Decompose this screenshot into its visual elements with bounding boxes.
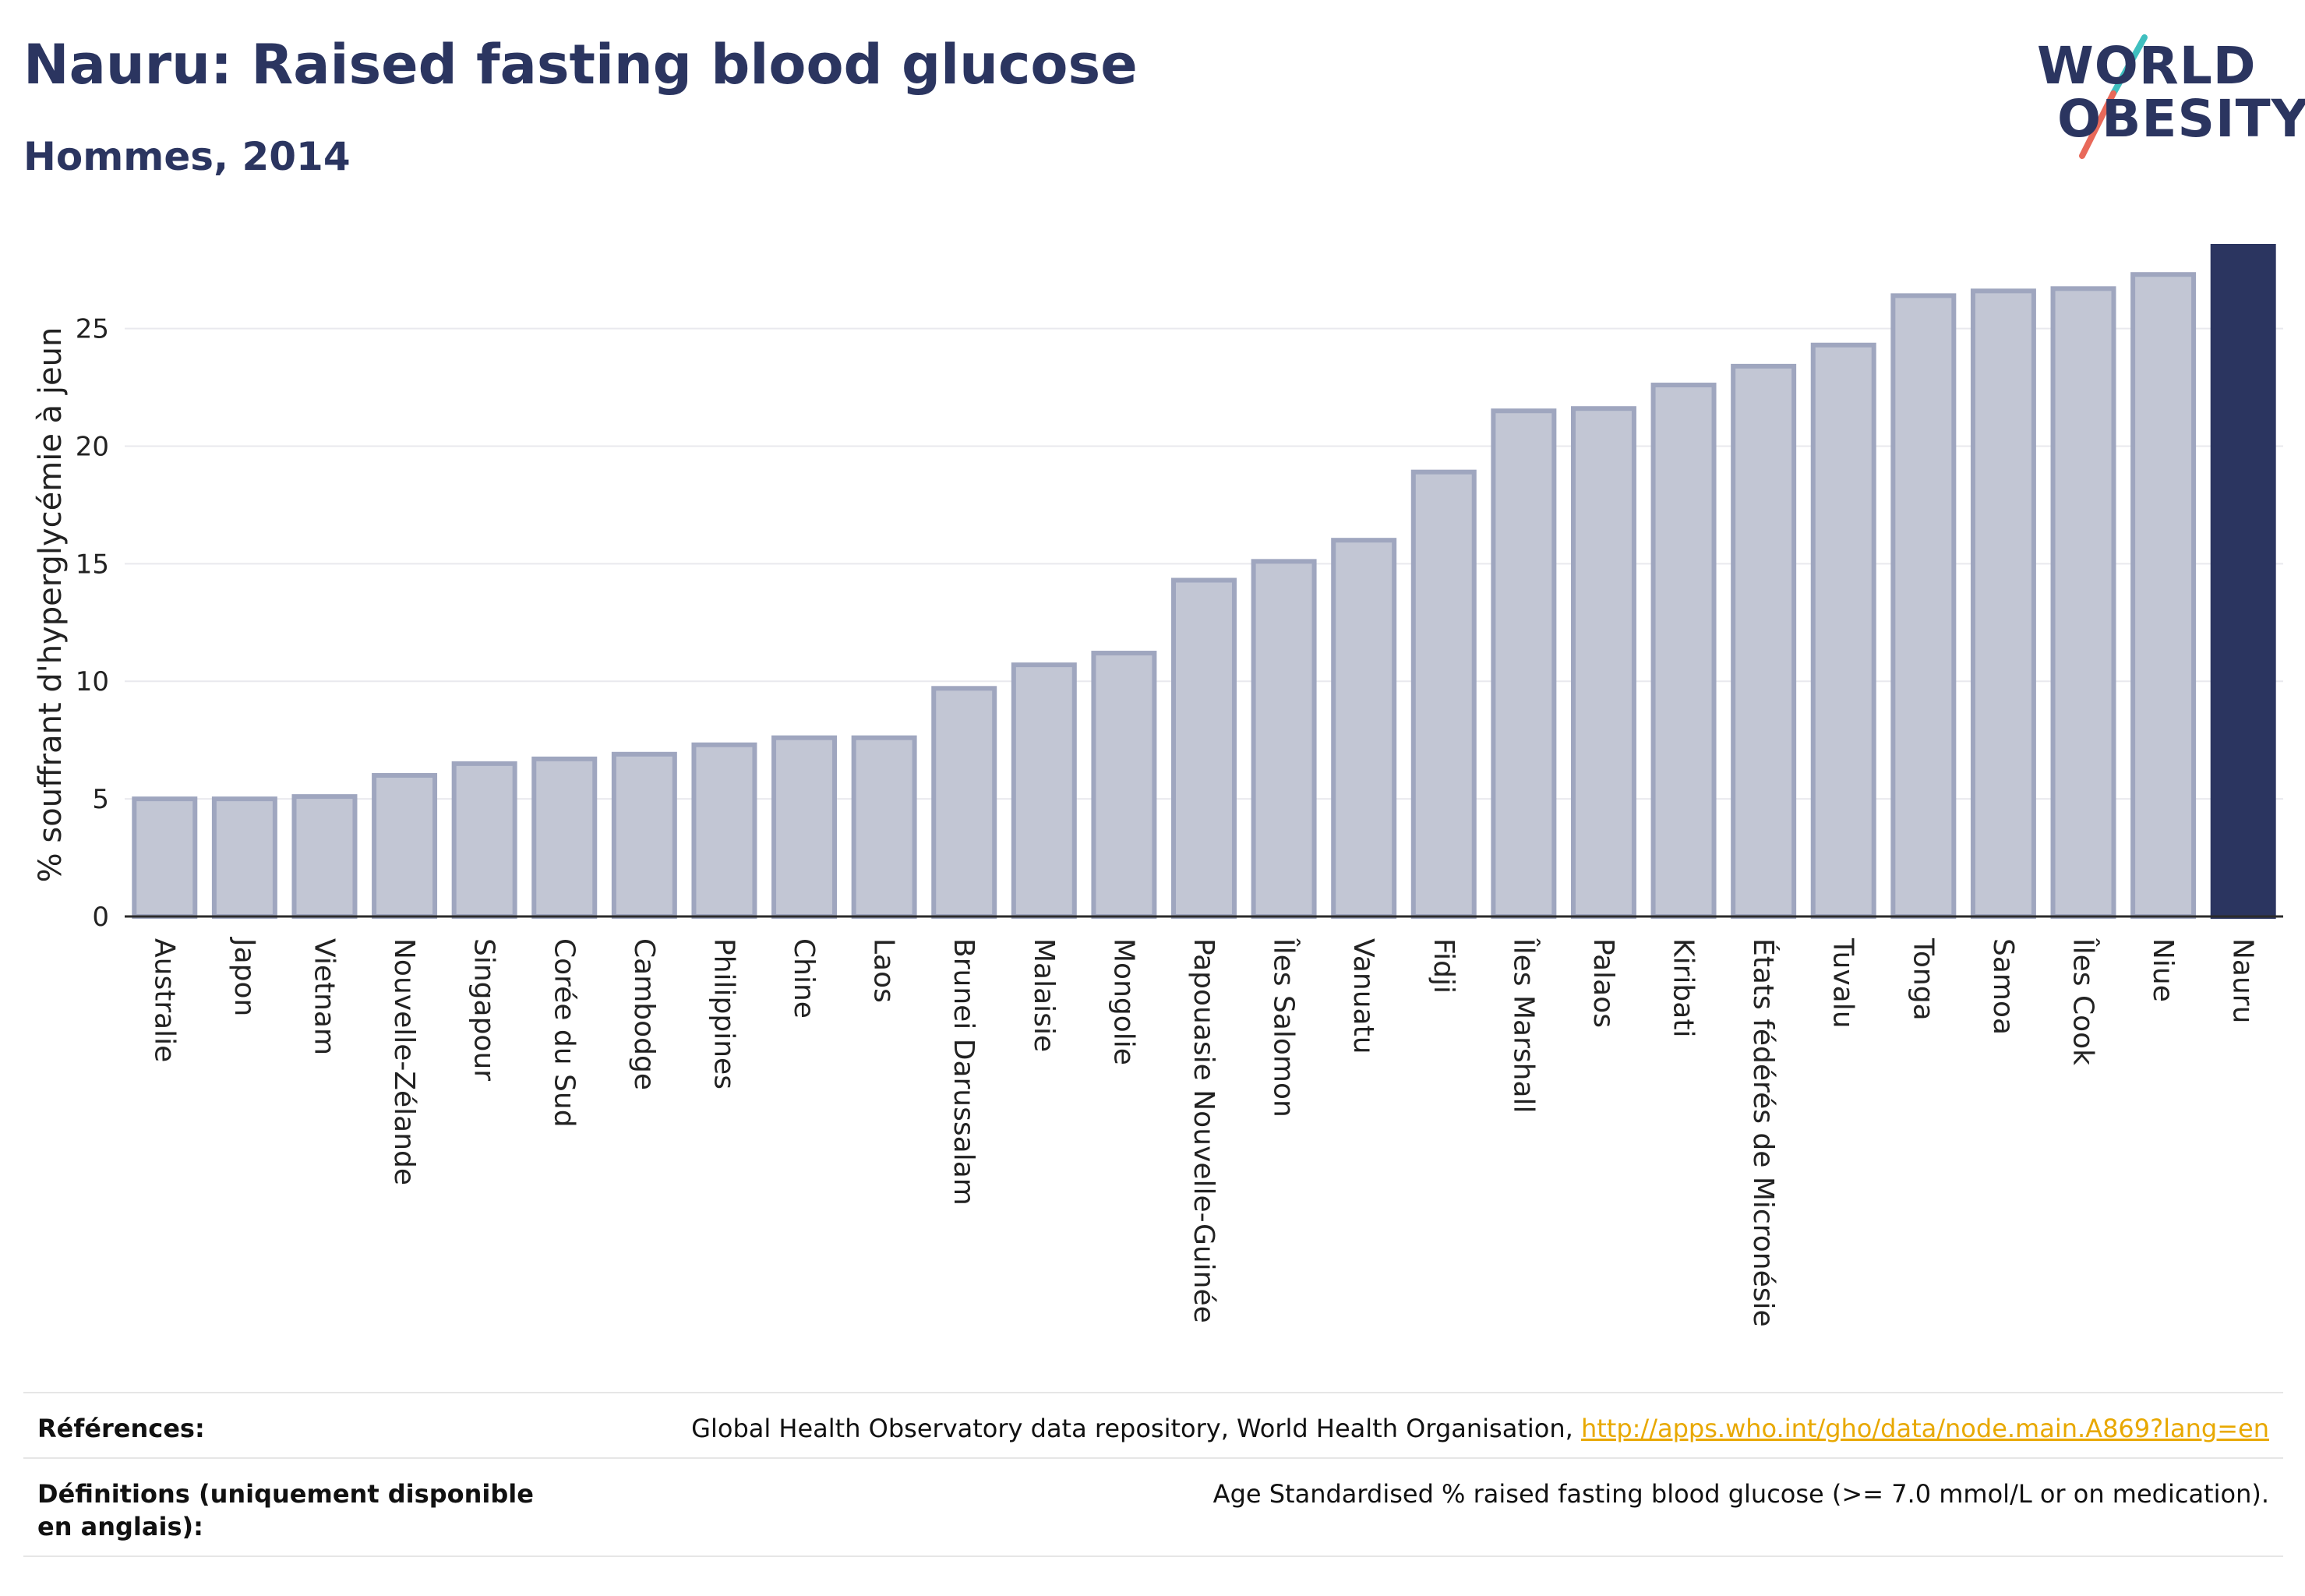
bar-îles-salomon [1251, 559, 1317, 919]
x-tick-label: Japon [228, 937, 260, 1016]
bar-tuvalu [1810, 342, 1876, 920]
references-value: Global Health Observatory data repositor… [691, 1412, 2269, 1445]
bar-papouasie-nouvelle-guinée [1171, 577, 1237, 919]
bar-îles-cook [2050, 286, 2116, 919]
bar-australie [132, 796, 198, 919]
bar-fidji [1410, 469, 1477, 919]
y-tick-label: 10 [76, 666, 109, 697]
x-tick-label: Brunei Darussalam [948, 938, 980, 1206]
x-tick-label: Vietnam [308, 938, 340, 1055]
x-tick-label: Nauru [2227, 938, 2259, 1023]
bar-corée-du-sud [531, 756, 598, 920]
x-tick-label: Cambodge [628, 938, 660, 1090]
x-tick-label: Philippines [708, 938, 740, 1089]
bar-tonga [1890, 293, 1957, 920]
definitions-label: Définitions (uniquement disponible en an… [37, 1479, 534, 1541]
logo-slash-icon [2079, 34, 2148, 159]
bar-japon [211, 796, 277, 919]
bar-niue [2130, 272, 2197, 920]
y-tick-label: 0 [92, 902, 109, 933]
references-link[interactable]: http://apps.who.int/gho/data/node.main.A… [1580, 1414, 2269, 1443]
bar-malaisie [1011, 662, 1077, 919]
x-tick-label: Îles Salomon [1268, 937, 1301, 1118]
x-tick-label: Palaos [1587, 938, 1619, 1028]
x-tick-label: Australie [148, 938, 180, 1062]
bar-singapour [451, 761, 517, 919]
x-tick-label: Tonga [1907, 937, 1939, 1021]
bar-samoa [1970, 288, 2036, 920]
bar-chart: 0 5 10 15 20 25 Australie Japon Vietnam Nouvelle-… [33, 244, 2283, 1327]
references-text: Global Health Observatory data repositor… [691, 1414, 1581, 1443]
bar-nauru [2210, 244, 2276, 919]
definitions-value: Age Standardised % raised fasting blood … [1213, 1479, 2269, 1509]
x-tick-label: Îles Marshall [1507, 937, 1540, 1114]
x-tick-label: Niue [2147, 938, 2179, 1002]
bar-nouvelle-zélande [372, 772, 438, 920]
chart-subtitle: Hommes, 2014 [23, 134, 351, 179]
logo-text-world: WORLD [2037, 36, 2257, 96]
logo-text-obesity: OBESITY [2057, 89, 2305, 149]
bar-philippines [691, 742, 757, 919]
references-row: Références: Global Health Observatory da… [23, 1392, 2283, 1457]
footer-table: Références: Global Health Observatory da… [23, 1392, 2283, 1557]
y-tick-label: 20 [76, 431, 109, 462]
x-tick-label: Malaisie [1028, 938, 1060, 1052]
bar-états-fédérés-de-micronésie [1731, 363, 1797, 920]
bar-vanuatu [1331, 538, 1397, 919]
bar-mongolie [1091, 651, 1157, 919]
x-tick-label: Nouvelle-Zélande [388, 938, 420, 1185]
world-obesity-logo: WORLD OBESITY [2026, 31, 2305, 171]
definitions-row: Définitions (uniquement disponible en an… [23, 1457, 2283, 1557]
x-tick-label: États fédérés de Micronésie [1747, 938, 1780, 1327]
bar-brunei-darussalam [931, 686, 997, 919]
x-tick-label: Fidji [1428, 938, 1460, 994]
x-tick-label: Vanuatu [1347, 938, 1379, 1054]
x-tick-label: Mongolie [1107, 938, 1139, 1065]
y-tick-label: 25 [76, 314, 109, 345]
x-tick-label: Samoa [1987, 938, 2019, 1035]
x-tick-label: Laos [868, 938, 900, 1003]
bar-laos [851, 735, 917, 920]
bar-kiribati [1650, 383, 1717, 919]
bar-chine [771, 735, 838, 920]
y-tick-label: 15 [76, 549, 109, 580]
bar-cambodge [611, 751, 677, 920]
x-tick-label: Kiribati [1668, 938, 1700, 1037]
chart-title: Nauru: Raised fasting blood glucose [23, 33, 1138, 97]
y-tick-label: 5 [92, 784, 109, 815]
bar-îles-marshall [1491, 408, 1557, 919]
bar-vietnam [291, 794, 358, 920]
y-axis-label: % souffrant d'hyperglycémie à jeun [33, 327, 69, 883]
x-tick-label: Tuvalu [1827, 937, 1859, 1029]
x-tick-label: Singapour [468, 938, 500, 1081]
x-tick-label: Îles Cook [2067, 937, 2100, 1065]
x-tick-label: Papouasie Nouvelle-Guinée [1188, 938, 1220, 1323]
references-label: Références: [37, 1414, 205, 1443]
x-tick-label: Corée du Sud [548, 938, 580, 1128]
x-tick-label: Chine [788, 938, 820, 1019]
bar-palaos [1570, 406, 1636, 920]
